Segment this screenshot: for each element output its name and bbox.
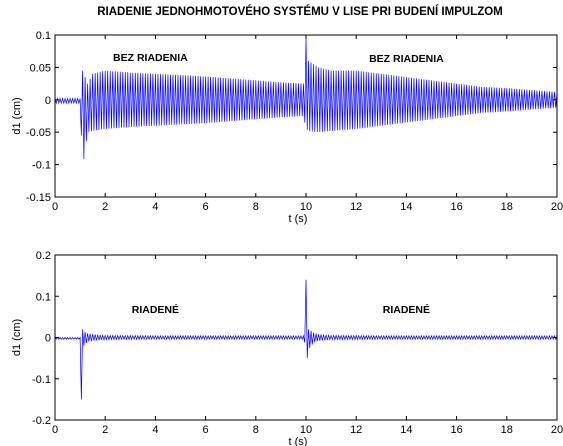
- y-tick-label: 0: [45, 95, 51, 107]
- y-tick-label: 0.1: [36, 291, 51, 303]
- x-tick-label: 20: [551, 201, 563, 213]
- x-tick-label: 2: [102, 424, 108, 436]
- bottom-plot-panel: 0 2 4 6 8 10 12 14 16 18 20 0.2 0.1 0 -0.1 -0.2 t (s) d1 …: [11, 250, 563, 446]
- x-tick-label: 10: [300, 424, 312, 436]
- y-axis-label: d1 (cm): [11, 97, 23, 134]
- y-tick-label: -0.1: [32, 374, 51, 386]
- x-tick-label: 10: [300, 201, 312, 213]
- y-tick-label: 0.2: [36, 250, 51, 262]
- x-tick-label: 8: [253, 201, 259, 213]
- x-tick-label: 4: [152, 201, 158, 213]
- x-tick-label: 20: [551, 424, 563, 436]
- x-tick-label: 4: [152, 424, 158, 436]
- annotation-label: RIADENÉ: [132, 303, 179, 316]
- x-axis-label: t (s): [289, 213, 308, 225]
- x-tick-label: 18: [501, 424, 513, 436]
- x-tick-label: 12: [350, 424, 362, 436]
- x-tick-label: 0: [52, 424, 58, 436]
- x-tick-label: 18: [501, 201, 513, 213]
- x-tick-label: 0: [52, 201, 58, 213]
- x-tick-label: 16: [450, 201, 462, 213]
- x-axis-label: t (s): [289, 436, 308, 446]
- y-tick-label: -0.05: [26, 127, 51, 139]
- y-tick-label: -0.2: [32, 415, 51, 427]
- top-plot-panel: 0 2 4 6 8 10 12 14 16 18 20 0.1 0.05 0 -0.05 -0.1 -0.15 t…: [11, 30, 563, 225]
- annotation-label: BEZ RIADENIA: [113, 52, 188, 64]
- annotation-label: RIADENÉ: [383, 303, 430, 316]
- y-tick-label: 0.05: [30, 62, 51, 74]
- series-line-1-0: [55, 279, 557, 400]
- x-tick-label: 12: [350, 201, 362, 213]
- y-tick-label: -0.15: [26, 192, 51, 204]
- y-tick-label: 0: [45, 333, 51, 345]
- y-tick-label: 0.1: [36, 30, 51, 42]
- annotation-label: BEZ RIADENIA: [369, 53, 444, 65]
- x-tick-label: 16: [450, 424, 462, 436]
- x-tick-label: 6: [203, 201, 209, 213]
- y-tick-label: -0.1: [32, 160, 51, 172]
- x-tick-label: 8: [253, 424, 259, 436]
- figure-title: RIADENIE JEDNOHMOTOVÉHO SYSTÉMU V LISE P…: [97, 5, 503, 18]
- y-axis-label: d1 (cm): [11, 319, 23, 356]
- x-tick-label: 2: [102, 201, 108, 213]
- x-tick-label: 14: [400, 201, 412, 213]
- x-tick-label: 14: [400, 424, 412, 436]
- x-tick-label: 6: [203, 424, 209, 436]
